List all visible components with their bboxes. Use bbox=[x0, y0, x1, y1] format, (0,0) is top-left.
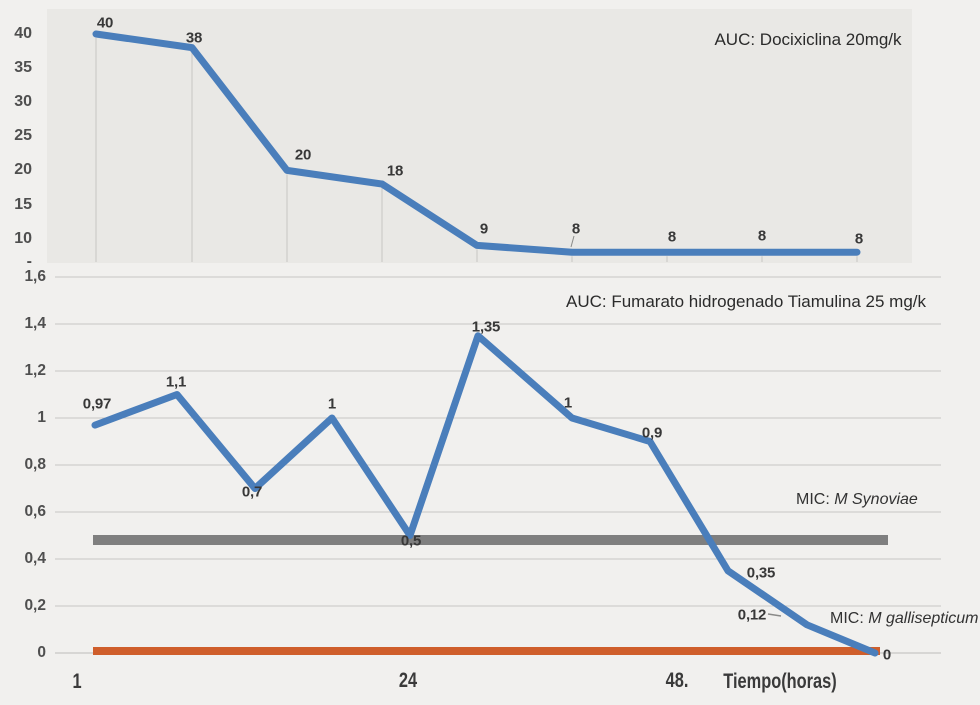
data-label: 40 bbox=[96, 14, 114, 32]
y-axis-tick-label: 25 bbox=[14, 127, 32, 145]
label-leader-line bbox=[767, 613, 782, 617]
x-axis-tick-label: 24 bbox=[398, 669, 418, 692]
data-label: 18 bbox=[386, 162, 404, 180]
data-label: 0,97 bbox=[82, 395, 112, 413]
mic-gallisepticum-species: M gallisepticum bbox=[868, 610, 979, 627]
data-label: 9 bbox=[479, 220, 489, 238]
data-label: 1,35 bbox=[471, 318, 501, 336]
series-line-doxiciclina bbox=[92, 30, 861, 256]
mic-synoviae-label: MIC: M Synoviae bbox=[796, 491, 918, 509]
data-label: 0,5 bbox=[400, 532, 422, 549]
y-axis-tick-label: 40 bbox=[14, 25, 32, 42]
y-axis-tick-label: 1 bbox=[37, 409, 46, 426]
data-label: 0,35 bbox=[746, 564, 776, 582]
y-axis-tick-label: 30 bbox=[14, 93, 32, 111]
data-label: 38 bbox=[185, 29, 203, 47]
y-axis-tick-label: 1,4 bbox=[24, 315, 46, 332]
label-leader-line bbox=[570, 235, 575, 248]
data-label: 1,1 bbox=[165, 373, 187, 390]
data-label: 8 bbox=[757, 227, 767, 245]
y-axis-tick-label: 1,2 bbox=[24, 362, 46, 379]
x-axis-tick-label: 48. bbox=[665, 669, 689, 692]
y-axis-tick-label: 0,2 bbox=[24, 597, 46, 614]
y-axis-tick-label: 35 bbox=[14, 59, 32, 77]
x-axis-title: Tiempo(horas) bbox=[723, 670, 837, 693]
data-label: 8 bbox=[854, 230, 864, 248]
y-axis-cropped-tick: - bbox=[26, 253, 32, 270]
mic-gallisepticum-prefix: MIC: bbox=[830, 610, 869, 627]
y-axis-tick-label: 20 bbox=[14, 161, 32, 179]
data-label: 8 bbox=[571, 220, 581, 238]
y-axis-tick-label: 10 bbox=[14, 229, 32, 247]
mic-synoviae-prefix: MIC: bbox=[796, 491, 835, 508]
y-axis-tick-label: 0 bbox=[37, 644, 46, 661]
y-axis-tick-label: 0,4 bbox=[24, 550, 46, 567]
y-axis-tick-label: 0,6 bbox=[24, 503, 46, 520]
data-label: 0,12 bbox=[737, 606, 767, 624]
data-label: 8 bbox=[667, 228, 677, 246]
data-label: 0,7 bbox=[241, 483, 263, 500]
y-axis-tick-label: 1,6 bbox=[24, 268, 46, 285]
mic-synoviae-species: M Synoviae bbox=[834, 491, 918, 508]
y-axis-tick-label: 0,8 bbox=[24, 456, 46, 473]
top-chart-title: AUC: Docixiclina 20mg/k bbox=[714, 30, 902, 49]
data-label: 1 bbox=[327, 395, 337, 413]
series-line-tiamulina bbox=[91, 332, 879, 657]
data-label: 0,9 bbox=[641, 424, 663, 441]
mic-gallisepticum-label: MIC: M gallisepticum bbox=[830, 610, 978, 628]
y-axis-tick-label: 15 bbox=[14, 195, 32, 213]
data-label: 20 bbox=[294, 146, 312, 164]
x-axis-tick-label: 1 bbox=[72, 670, 82, 693]
bottom-chart-title: AUC: Fumarato hidrogenado Tiamulina 25 m… bbox=[565, 292, 927, 311]
data-label: 0 bbox=[882, 646, 892, 664]
data-label: 1 bbox=[563, 394, 573, 412]
